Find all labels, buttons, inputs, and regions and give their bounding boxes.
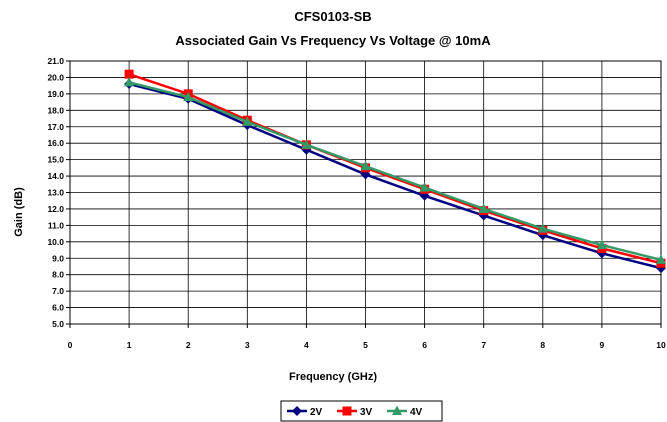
series-4v-point [478, 203, 489, 213]
series-4v-point [656, 254, 666, 264]
chart-subtitle: Associated Gain Vs Frequency Vs Voltage … [175, 33, 491, 48]
x-tick-label: 2 [186, 340, 191, 350]
x-axis-label: Frequency (GHz) [289, 371, 377, 383]
series-3v-point [124, 69, 134, 79]
y-axis-label: Gain (dB) [13, 187, 25, 237]
y-tick-label: 6.0 [52, 303, 64, 313]
x-axis-ticks: 0 1 2 3 4 5 6 7 8 9 10 [68, 324, 666, 350]
y-tick-label: 10.0 [47, 237, 64, 247]
x-tick-label: 8 [540, 340, 545, 350]
x-tick-label: 9 [600, 340, 605, 350]
y-tick-label: 15.0 [47, 155, 64, 165]
series-4v-point [537, 223, 548, 233]
series-4v-point [124, 76, 135, 87]
y-tick-label: 14.0 [47, 171, 64, 181]
series-4v [124, 76, 666, 264]
y-tick-label: 13.0 [47, 188, 64, 198]
series-4v-point [360, 160, 371, 171]
legend-4v-label: 4V [410, 407, 423, 418]
y-tick-label: 20.0 [47, 72, 64, 82]
y-tick-label: 17.0 [47, 122, 64, 132]
legend: 2V 3V 4V [280, 400, 443, 422]
grid-lines [69, 60, 662, 325]
series-4v-point [183, 91, 194, 102]
x-tick-label: 7 [481, 340, 486, 350]
legend-box [280, 400, 443, 422]
chart-title: CFS0103-SB [294, 9, 371, 24]
series-4v-line [128, 81, 662, 262]
y-tick-label: 8.0 [52, 270, 64, 280]
series-4v-point [301, 139, 312, 149]
x-tick-label: 3 [245, 340, 250, 350]
x-tick-label: 1 [127, 340, 132, 350]
x-tick-label: 0 [68, 340, 73, 350]
y-tick-label: 19.0 [47, 89, 64, 99]
series-3v-line [128, 72, 662, 265]
y-tick-label: 11.0 [48, 220, 64, 230]
y-tick-label: 12.0 [47, 204, 64, 214]
legend-3v-marker [342, 406, 352, 416]
y-tick-label: 16.0 [47, 138, 64, 148]
legend-4v-marker [392, 405, 402, 415]
y-tick-label: 21.0 [47, 56, 64, 66]
y-tick-label: 5.0 [52, 319, 64, 329]
legend-2v-marker [292, 406, 302, 416]
x-tick-label: 5 [363, 340, 368, 350]
series-layer [124, 69, 666, 274]
x-tick-label: 10 [656, 340, 666, 350]
y-axis-ticks: 5.0 6.0 7.0 8.0 9.0 10.0 11.0 12.0 13.0 14.0 15.0 1… [47, 56, 70, 329]
series-4v-point [242, 116, 253, 126]
x-tick-label: 4 [304, 340, 309, 350]
y-tick-label: 9.0 [52, 253, 64, 263]
series-2v-line [128, 82, 662, 270]
y-tick-label: 7.0 [52, 286, 64, 296]
legend-2v-label: 2V [310, 407, 323, 418]
series-4v-point [419, 182, 430, 192]
series-4v-point [596, 239, 607, 250]
series-3v [124, 69, 666, 268]
y-tick-label: 18.0 [47, 105, 64, 115]
legend-3v-label: 3V [360, 407, 373, 418]
x-tick-label: 6 [422, 340, 427, 350]
